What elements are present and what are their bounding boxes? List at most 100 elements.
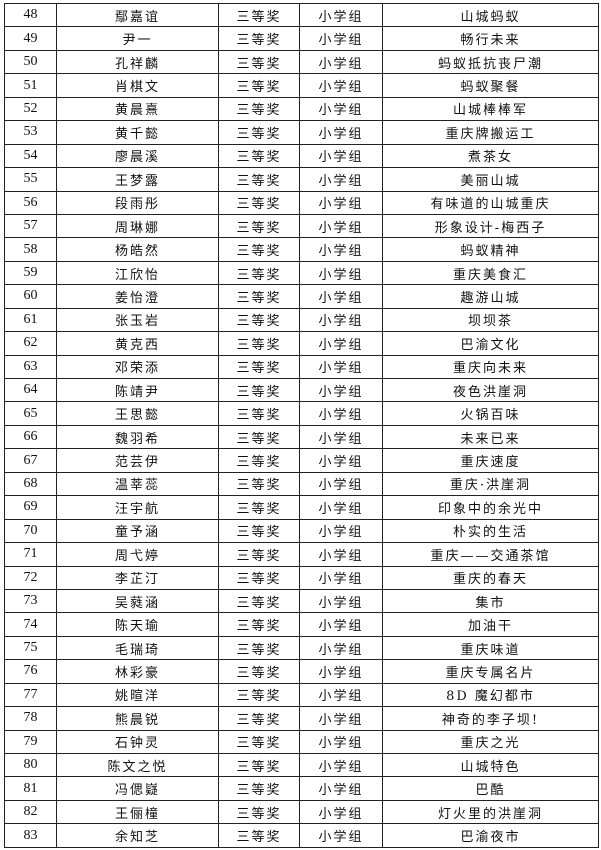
table-body: 48 鄢嘉谊 三等奖 小学组 山城蚂蚁 49 尹一 三等奖 小学组 畅行未来 50 孔祥麟 三等奖 小学组… — [4, 2, 599, 848]
table-row: 56 段雨彤 三等奖 小学组 有味道的山城重庆 — [4, 190, 599, 215]
cell-title: 巴酷 — [382, 776, 599, 801]
cell-name: 廖晨溪 — [56, 143, 219, 169]
cell-title: 有味道的山城重庆 — [382, 190, 599, 215]
cell-award: 三等奖 — [218, 588, 300, 614]
cell-group: 小学组 — [299, 284, 383, 309]
table-row: 63 邓荣添 三等奖 小学组 重庆向未来 — [4, 354, 599, 380]
cell-title: 畅行未来 — [382, 26, 599, 51]
cell-name: 汪宇航 — [56, 495, 219, 520]
cell-number: 76 — [4, 659, 57, 684]
cell-group: 小学组 — [299, 588, 383, 614]
table-row: 60 姜怡澄 三等奖 小学组 趣游山城 — [4, 284, 599, 309]
table-row: 75 毛瑞琦 三等奖 小学组 重庆味道 — [4, 635, 599, 661]
cell-title: 重庆的春天 — [382, 565, 599, 590]
cell-number: 71 — [4, 542, 57, 567]
cell-name: 江欣怡 — [56, 260, 219, 286]
cell-number: 75 — [4, 635, 57, 661]
cell-title: 美丽山城 — [382, 167, 599, 192]
cell-name: 林彩豪 — [56, 659, 219, 684]
table-row: 80 陈文之悦 三等奖 小学组 山城特色 — [4, 752, 599, 778]
cell-award: 三等奖 — [218, 143, 300, 169]
cell-name: 王梦露 — [56, 167, 219, 192]
table-row: 76 林彩豪 三等奖 小学组 重庆专属名片 — [4, 659, 599, 684]
cell-name: 周弋婷 — [56, 542, 219, 567]
cell-award: 三等奖 — [218, 706, 300, 731]
cell-award: 三等奖 — [218, 635, 300, 661]
table-row: 66 魏羽希 三等奖 小学组 未来已来 — [4, 424, 599, 450]
table-row: 49 尹一 三等奖 小学组 畅行未来 — [4, 26, 599, 51]
cell-name: 黄克西 — [56, 331, 219, 356]
cell-group: 小学组 — [299, 401, 383, 426]
table-row: 72 李芷汀 三等奖 小学组 重庆的春天 — [4, 565, 599, 590]
cell-award: 三等奖 — [218, 471, 300, 497]
table-row: 55 王梦露 三等奖 小学组 美丽山城 — [4, 167, 599, 192]
cell-name: 李芷汀 — [56, 565, 219, 590]
cell-award: 三等奖 — [218, 729, 300, 755]
cell-award: 三等奖 — [218, 377, 300, 403]
cell-name: 姜怡澄 — [56, 284, 219, 309]
cell-name: 邓荣添 — [56, 354, 219, 380]
cell-name: 黄千懿 — [56, 120, 219, 145]
cell-title: 蚂蚁精神 — [382, 237, 599, 262]
cell-group: 小学组 — [299, 190, 383, 215]
cell-number: 49 — [4, 26, 57, 51]
table-row: 52 黄晨熹 三等奖 小学组 山城棒棒军 — [4, 96, 599, 122]
cell-award: 三等奖 — [218, 424, 300, 450]
table-row: 78 熊晨锐 三等奖 小学组 神奇的李子坝! — [4, 706, 599, 731]
table-row: 62 黄克西 三等奖 小学组 巴渝文化 — [4, 331, 599, 356]
cell-group: 小学组 — [299, 565, 383, 590]
cell-group: 小学组 — [299, 377, 383, 403]
table-row: 83 余知芝 三等奖 小学组 巴渝夜市 — [4, 823, 599, 848]
cell-number: 78 — [4, 706, 57, 731]
table-row: 81 冯偲嶷 三等奖 小学组 巴酷 — [4, 776, 599, 801]
cell-name: 熊晨锐 — [56, 706, 219, 731]
cell-award: 三等奖 — [218, 776, 300, 801]
cell-name: 童予涵 — [56, 518, 219, 544]
cell-name: 陈靖尹 — [56, 377, 219, 403]
table-row: 71 周弋婷 三等奖 小学组 重庆——交通茶馆 — [4, 542, 599, 567]
cell-award: 三等奖 — [218, 260, 300, 286]
cell-number: 54 — [4, 143, 57, 169]
cell-number: 82 — [4, 799, 57, 825]
cell-group: 小学组 — [299, 96, 383, 122]
cell-number: 69 — [4, 495, 57, 520]
cell-number: 66 — [4, 424, 57, 450]
cell-name: 张玉岩 — [56, 307, 219, 333]
cell-number: 70 — [4, 518, 57, 544]
cell-name: 魏羽希 — [56, 424, 219, 450]
cell-group: 小学组 — [299, 2, 383, 28]
cell-group: 小学组 — [299, 518, 383, 544]
cell-number: 58 — [4, 237, 57, 262]
cell-number: 57 — [4, 213, 57, 239]
cell-name: 黄晨熹 — [56, 96, 219, 122]
cell-name: 陈文之悦 — [56, 752, 219, 778]
table-row: 50 孔祥麟 三等奖 小学组 蚂蚁抵抗丧尸潮 — [4, 49, 599, 75]
cell-group: 小学组 — [299, 26, 383, 51]
table-row: 70 童予涵 三等奖 小学组 朴实的生活 — [4, 518, 599, 544]
cell-number: 83 — [4, 823, 57, 848]
cell-title: 山城棒棒军 — [382, 96, 599, 122]
cell-title: 山城特色 — [382, 752, 599, 778]
table-row: 67 范芸伊 三等奖 小学组 重庆速度 — [4, 448, 599, 473]
cell-award: 三等奖 — [218, 565, 300, 590]
cell-number: 53 — [4, 120, 57, 145]
cell-group: 小学组 — [299, 471, 383, 497]
cell-award: 三等奖 — [218, 682, 300, 708]
cell-number: 72 — [4, 565, 57, 590]
table-row: 79 石钟灵 三等奖 小学组 重庆之光 — [4, 729, 599, 755]
cell-title: 加油干 — [382, 612, 599, 637]
cell-award: 三等奖 — [218, 401, 300, 426]
cell-group: 小学组 — [299, 729, 383, 755]
cell-title: 蚂蚁聚餐 — [382, 73, 599, 98]
cell-title: 蚂蚁抵抗丧尸潮 — [382, 49, 599, 75]
cell-title: 未来已来 — [382, 424, 599, 450]
cell-award: 三等奖 — [218, 284, 300, 309]
cell-group: 小学组 — [299, 120, 383, 145]
cell-award: 三等奖 — [218, 542, 300, 567]
cell-number: 65 — [4, 401, 57, 426]
cell-award: 三等奖 — [218, 2, 300, 28]
table-row: 59 江欣怡 三等奖 小学组 重庆美食汇 — [4, 260, 599, 286]
cell-name: 姚暄洋 — [56, 682, 219, 708]
cell-group: 小学组 — [299, 143, 383, 169]
cell-group: 小学组 — [299, 237, 383, 262]
